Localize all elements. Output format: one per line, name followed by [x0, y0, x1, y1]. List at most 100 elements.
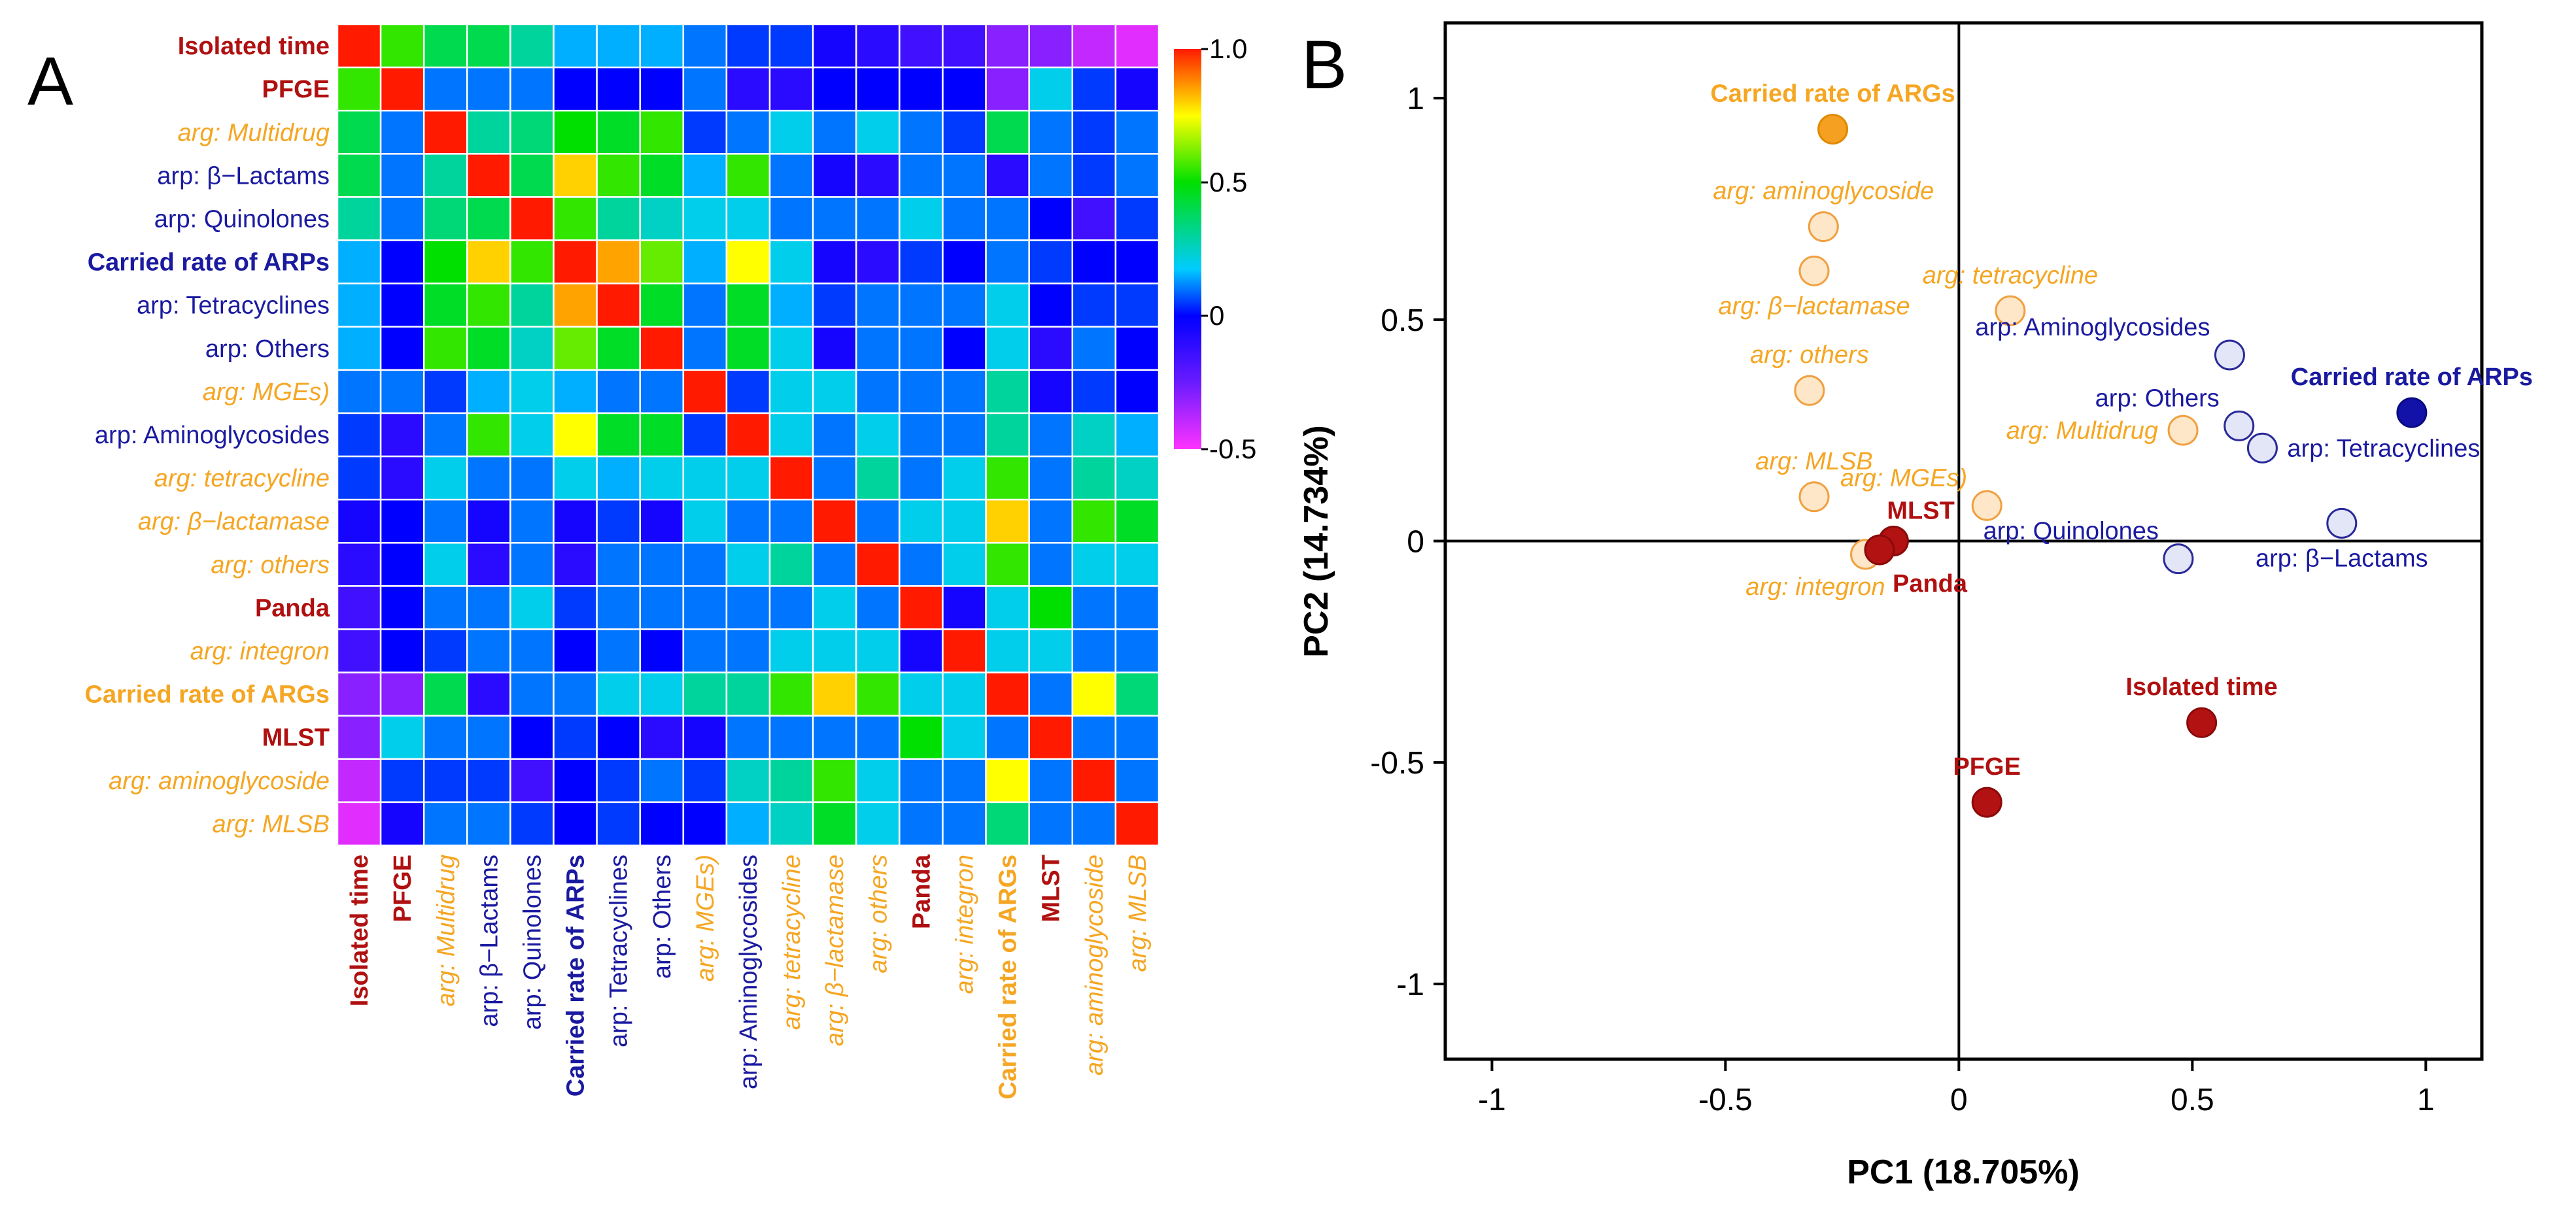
colorbar-tick-label: 1.0 [1209, 33, 1247, 64]
heatmap-cell [509, 239, 555, 284]
heatmap-cell [1071, 628, 1117, 673]
heatmap-cell [899, 109, 944, 155]
heatmap-row-label: arg: MGEs) [203, 379, 330, 406]
heatmap-cell [422, 23, 468, 69]
x-axis-title: PC1 (18.705%) [1847, 1153, 2080, 1191]
y-tick-label: -1 [1396, 968, 1424, 1002]
pca-point [1794, 375, 1825, 406]
heatmap-cell [812, 326, 857, 371]
heatmap-cell [422, 239, 468, 284]
heatmap-cell [596, 326, 641, 371]
heatmap-cell [725, 282, 771, 328]
heatmap-cell [596, 498, 641, 544]
heatmap-cell [422, 671, 468, 717]
heatmap-cell [682, 715, 728, 760]
heatmap-cell [855, 801, 901, 847]
heatmap-cell [379, 801, 425, 847]
heatmap-cell [812, 239, 857, 284]
heatmap-cell [1028, 109, 1074, 155]
heatmap-row-label: arg: Multidrug [178, 119, 330, 146]
heatmap-cell [985, 498, 1030, 544]
heatmap-cell [985, 239, 1030, 284]
heatmap-cell [682, 758, 728, 804]
heatmap-cell [466, 715, 511, 760]
heatmap-cell [855, 628, 901, 673]
heatmap-cell [379, 153, 425, 198]
heatmap-cell [1071, 801, 1117, 847]
heatmap-cell [942, 239, 987, 284]
heatmap-cell [855, 412, 901, 458]
heatmap-cell [639, 585, 685, 630]
heatmap-cell [596, 758, 641, 804]
colorbar-ticks: 1.0 0.5 0 -0.5 [1201, 33, 1256, 464]
pca-point-label: arp: Others [2095, 384, 2220, 412]
heatmap-cell [466, 801, 511, 847]
heatmap-cell [596, 585, 641, 630]
pca-point-label: arp: Tetracyclines [2287, 435, 2480, 462]
heatmap-cell [422, 498, 468, 544]
pca-zero-lines [1445, 23, 2482, 1059]
heatmap-row-label: arg: β−lactamase [138, 508, 330, 535]
heatmap-cell [985, 23, 1030, 69]
heatmap-cell [682, 196, 728, 241]
heatmap-cell [422, 585, 468, 630]
heatmap-cell [899, 715, 944, 760]
pca-point-label: arg: aminoglycoside [1713, 178, 1934, 205]
heatmap-cell [899, 326, 944, 371]
heatmap-cell [1114, 542, 1160, 587]
heatmap-cell [768, 758, 814, 804]
heatmap-cell [336, 196, 382, 241]
heatmap-cell [466, 66, 511, 112]
heatmap-column-label: arg: MGEs) [692, 855, 719, 981]
heatmap-cell [682, 282, 728, 328]
heatmap-cell [336, 412, 382, 458]
heatmap-cell [855, 369, 901, 415]
heatmap-column-label: Carried rate of ARPs [562, 855, 590, 1096]
heatmap-cell [466, 239, 511, 284]
heatmap-cell [1071, 715, 1117, 760]
y-tick-label: -0.5 [1370, 746, 1424, 781]
heatmap-cell [336, 66, 382, 112]
heatmap-cell [336, 758, 382, 804]
heatmap-cell [553, 412, 598, 458]
heatmap-cell [596, 282, 641, 328]
heatmap-cell [855, 498, 901, 544]
heatmap-cell [725, 196, 771, 241]
heatmap-column-label: MLST [1038, 855, 1065, 922]
heatmap-cell [509, 585, 555, 630]
heatmap-cell [1028, 326, 1074, 371]
heatmap-cell [985, 628, 1030, 673]
heatmap-cell [768, 455, 814, 501]
heatmap-cell [985, 66, 1030, 112]
heatmap-cell [899, 239, 944, 284]
heatmap-cell [336, 542, 382, 587]
heatmap-cell [639, 109, 685, 155]
heatmap-cell [725, 715, 771, 760]
heatmap-cell [422, 282, 468, 328]
pca-point-label: arg: MGEs) [1840, 464, 1967, 492]
heatmap-column-label: arg: aminoglycoside [1081, 855, 1108, 1076]
heatmap-cell [1114, 196, 1160, 241]
heatmap-cell [942, 585, 987, 630]
heatmap-cell [855, 282, 901, 328]
heatmap-cell [509, 412, 555, 458]
heatmap-cell [985, 196, 1030, 241]
heatmap-cell [466, 282, 511, 328]
heatmap-cell [768, 369, 814, 415]
heatmap-cell [509, 196, 555, 241]
heatmap-cell [768, 498, 814, 544]
heatmap-cell [899, 282, 944, 328]
heatmap-cell [1028, 23, 1074, 69]
heatmap-row-label: arp: Quinolones [154, 205, 330, 233]
heatmap-cell [336, 801, 382, 847]
heatmap-cell [725, 801, 771, 847]
heatmap-cell [812, 801, 857, 847]
heatmap-cell [596, 23, 641, 69]
heatmap-cell [812, 671, 857, 717]
heatmap-cell [1071, 498, 1117, 544]
heatmap-cell [553, 671, 598, 717]
heatmap-column-label: Carried rate of ARGs [995, 855, 1022, 1099]
heatmap-cell [509, 66, 555, 112]
heatmap-cell [379, 109, 425, 155]
